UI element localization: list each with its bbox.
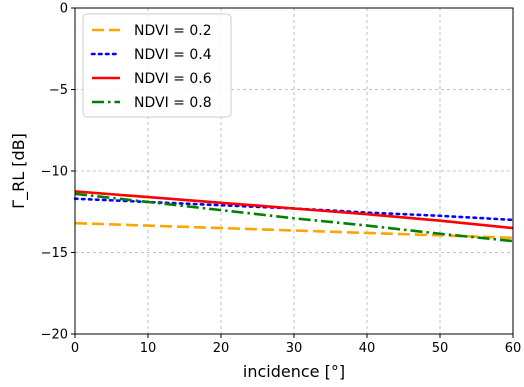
legend-label: NDVI = 0.4 [134,47,212,63]
x-tick-label: 60 [505,341,522,356]
y-tick-label: −15 [41,246,68,261]
legend-label: NDVI = 0.6 [134,71,212,87]
x-tick-label: 10 [140,341,157,356]
y-tick-label: −5 [49,83,68,98]
legend-label: NDVI = 0.8 [134,95,212,111]
x-axis-ticks: 0 10 20 30 40 50 60 [71,334,521,356]
series-layer [73,190,515,243]
y-tick-label: 0 [60,2,68,17]
x-tick-label: 30 [286,341,303,356]
x-tick-label: 20 [213,341,230,356]
series-line [74,221,514,240]
x-axis-label: incidence [°] [243,362,345,381]
x-tick-label: 0 [71,341,79,356]
y-tick-label: −20 [41,328,68,343]
series-line [74,190,514,230]
y-axis-label: Γ_RL [dB] [9,133,29,209]
x-tick-label: 50 [432,341,449,356]
x-tick-label: 40 [359,341,376,356]
legend-label: NDVI = 0.2 [134,23,212,39]
legend-box [82,13,232,118]
y-tick-label: −10 [41,165,68,180]
y-axis-ticks: 0 −5 −10 −15 −20 [41,2,75,343]
series-line [74,192,514,243]
legend: NDVI = 0.2 NDVI = 0.4 NDVI = 0.6 NDVI = 0.8 [82,13,232,118]
